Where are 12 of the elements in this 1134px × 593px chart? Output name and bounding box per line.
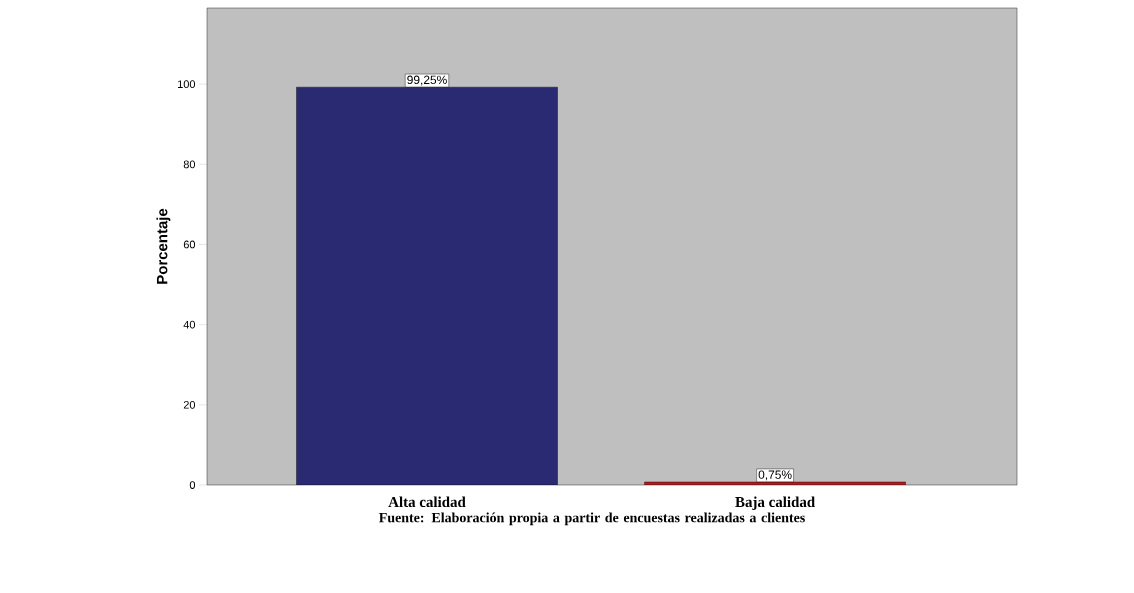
y-tick-label: 60 — [183, 240, 196, 249]
x-tick-label: Baja calidad — [735, 496, 815, 511]
y-tick-label: 40 — [183, 320, 196, 329]
y-tick-label: 20 — [183, 400, 196, 409]
y-axis-title: Porcentaje — [156, 208, 171, 284]
x-tick-label: Alta calidad — [388, 496, 466, 508]
y-tick-label: 80 — [183, 160, 196, 169]
source-note: Fuente: Elaboración propia a partir de encuestas realizadas a clientes — [379, 512, 805, 526]
y-tick-label: 100 — [178, 80, 196, 89]
y-tick-label: 0 — [189, 481, 196, 489]
data-label: 99,25% — [407, 75, 447, 86]
data-label: 0,75% — [758, 470, 792, 481]
